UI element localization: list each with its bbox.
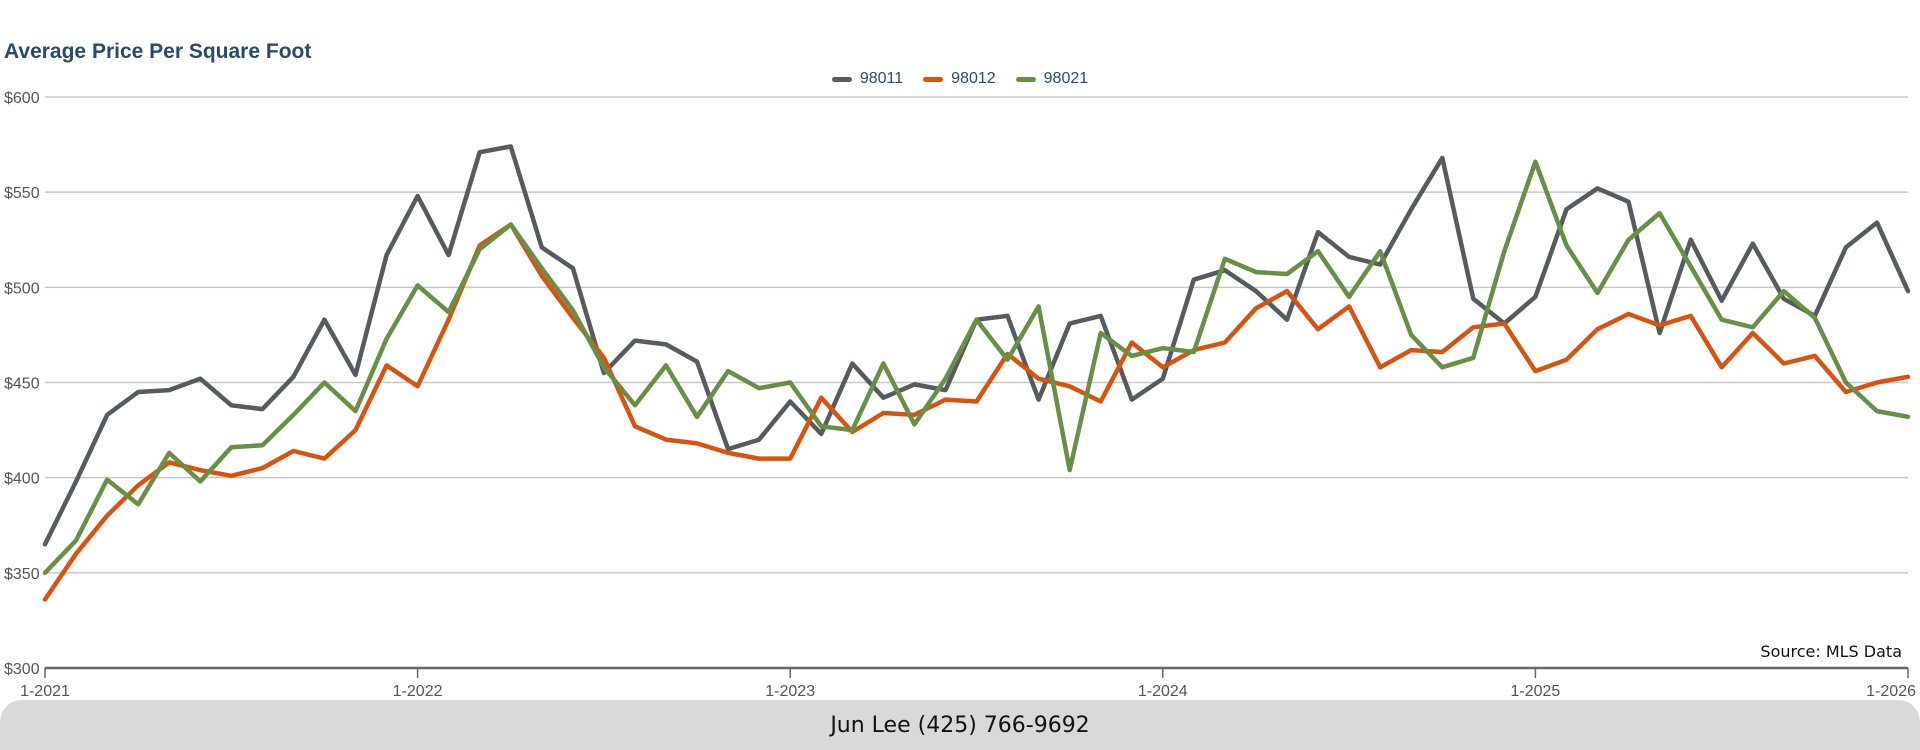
chart-title: Average Price Per Square Foot	[4, 40, 312, 63]
x-tick-label: 1-2025	[1510, 683, 1560, 700]
footer-bar: Jun Lee (425) 766-9692	[0, 700, 1920, 750]
legend-label: 98011	[859, 70, 904, 87]
axes: $300 $350 $400 $450 $500 $550 $600 1-2021 1-2022…	[4, 90, 1916, 700]
x-tick-label: 1-2026	[1866, 683, 1916, 700]
legend-item-98012: 98012	[923, 70, 996, 88]
source-note: Source: MLS Data	[1760, 642, 1902, 661]
legend-label: 98021	[1043, 70, 1089, 87]
legend-swatch	[1015, 76, 1036, 82]
y-tick-label: $350	[4, 566, 40, 583]
y-tick-label: $600	[4, 90, 40, 107]
legend-item-98011: 98011	[831, 70, 904, 88]
series-lines	[42, 144, 1911, 602]
x-tick-label: 1-2023	[765, 683, 815, 700]
x-tick-label: 1-2024	[1138, 683, 1188, 700]
series-line-98021	[42, 159, 1911, 576]
y-tick-label: $400	[4, 471, 40, 488]
legend-item-98021: 98021	[1015, 70, 1089, 88]
y-tick-label: $550	[4, 185, 40, 202]
gridlines	[45, 96, 1908, 670]
y-tick-label: $300	[4, 661, 40, 678]
legend-label: 98012	[951, 70, 996, 87]
y-tick-label: $500	[4, 280, 40, 297]
x-tick-label: 1-2021	[20, 683, 70, 700]
legend-swatch	[923, 76, 944, 82]
series-line-98012	[42, 222, 1911, 602]
x-tick-label: 1-2022	[393, 683, 443, 700]
legend-swatch	[831, 76, 852, 82]
chart-legend: 98011 98012 98021	[0, 70, 1920, 88]
y-tick-label: $450	[4, 376, 40, 393]
line-chart: $300 $350 $400 $450 $500 $550 $600 1-2021 1-2022…	[4, 90, 1916, 700]
footer-contact: Jun Lee (425) 766-9692	[830, 712, 1090, 738]
series-line-98011	[42, 144, 1911, 547]
